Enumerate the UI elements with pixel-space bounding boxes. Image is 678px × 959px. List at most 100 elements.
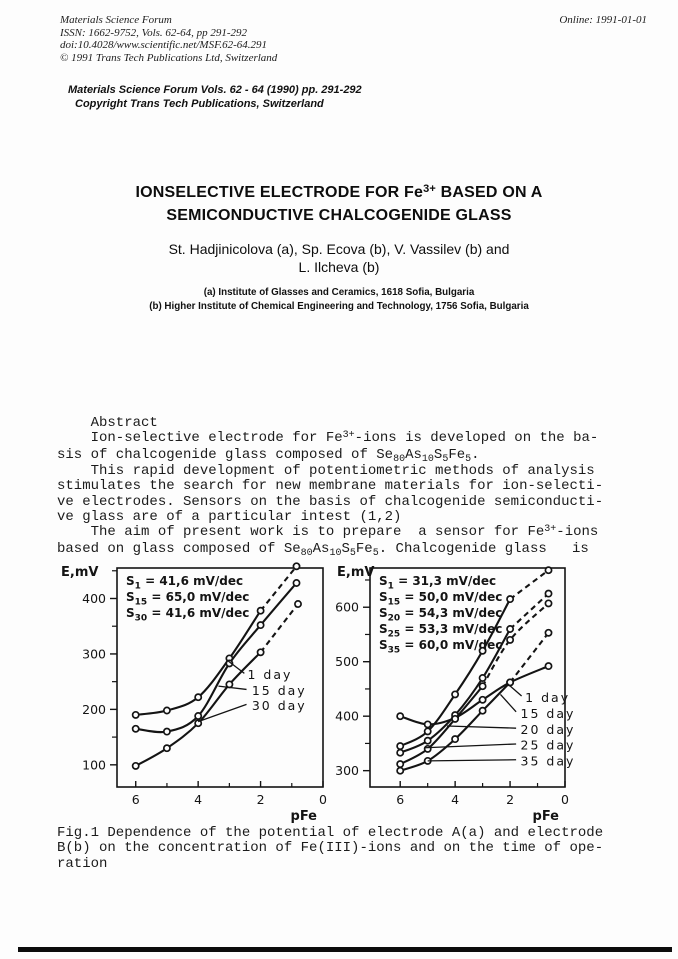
- text-line: ve electrodes. Sensors on the basis of c…: [57, 493, 604, 510]
- imprint-line-1: Materials Science Forum Vols. 62 - 64 (1…: [68, 84, 362, 96]
- series-20-day: [509, 592, 550, 630]
- curve-label: 20 day: [521, 722, 576, 737]
- x-axis-label: pFe: [291, 809, 318, 824]
- data-point: [451, 714, 460, 723]
- text-line: Ion-selective electrode for Fe3+-ions is…: [57, 430, 599, 447]
- curve-label: 15 day: [252, 683, 307, 698]
- data-point: [396, 760, 405, 769]
- series-1-day: [259, 565, 298, 612]
- data-point: [544, 599, 553, 608]
- affiliations-block: (a) Institute of Glasses and Ceramics, 1…: [0, 286, 678, 313]
- legend-entry: S1 = 31,3 mV/dec: [379, 574, 496, 592]
- data-point: [478, 695, 487, 704]
- imprint-block: Materials Science Forum Vols. 62 - 64 (1…: [68, 84, 362, 111]
- data-point: [506, 625, 515, 633]
- curve-label: 15 day: [521, 706, 576, 721]
- data-point: [544, 662, 553, 671]
- series-35-day: [509, 632, 550, 684]
- series-25-day: [399, 685, 484, 766]
- data-point: [194, 693, 203, 702]
- data-point: [423, 744, 432, 753]
- text-line: sis of chalcogenide glass composed of Se…: [57, 446, 480, 465]
- legend-entry: S25 = 53,3 mV/dec: [379, 622, 502, 640]
- doi-line: doi:10.4028/www.scientific.net/MSF.62-64…: [60, 39, 268, 52]
- affiliation-b: (b) Higher Institute of Chemical Enginee…: [149, 300, 529, 312]
- data-point: [256, 621, 265, 630]
- y-tick-label: 500: [335, 654, 359, 669]
- y-tick-label: 200: [82, 702, 106, 717]
- legend-entry: S15 = 50,0 mV/dec: [379, 590, 502, 608]
- text-line: ration: [57, 855, 108, 872]
- data-point: [478, 682, 487, 691]
- label-leader-line: [218, 685, 247, 691]
- series-15-day: [509, 569, 550, 600]
- x-axis-label: pFe: [533, 809, 560, 824]
- text-line: based on glass composed of Se80As10S5Fe5…: [57, 540, 589, 559]
- plot-frame: [369, 567, 566, 788]
- label-leader-line: [427, 759, 517, 762]
- label-leader-line: [506, 683, 523, 697]
- affiliation-a: (a) Institute of Glasses and Ceramics, 1…: [203, 287, 475, 298]
- y-tick-label: 400: [335, 709, 359, 724]
- label-leader-line: [225, 658, 245, 674]
- text-line: The aim of present work is to prepare a …: [57, 524, 599, 541]
- curve-label: 1 day: [525, 690, 570, 705]
- issn-line: ISSN: 1662-9752, Vols. 62-64, pp 291-292: [60, 26, 247, 39]
- authors-block: St. Hadjinicolova (a), Sp. Ecova (b), V.…: [0, 241, 678, 276]
- x-tick-label: 6: [396, 792, 404, 807]
- legend-entry: S35 = 60,0 mV/dec: [379, 638, 502, 656]
- series-25-day: [481, 602, 550, 687]
- text-line: ve glass are of a particular intest (1,2…: [57, 509, 402, 526]
- data-point: [131, 710, 140, 719]
- data-point: [506, 595, 515, 604]
- title-line-2: SEMICONDUCTIVE CHALCOGENIDE GLASS: [166, 207, 512, 224]
- data-point: [292, 562, 301, 571]
- article-title: IONSELECTIVE ELECTRODE FOR Fe3+ BASED ON…: [0, 182, 678, 226]
- label-leader-line: [197, 703, 247, 723]
- legend-entry: S30 = 41,6 mV/dec: [126, 606, 249, 624]
- legend-entry: S15 = 65,0 mV/dec: [126, 590, 249, 608]
- series-30-day: [135, 651, 262, 767]
- data-point: [256, 606, 265, 615]
- x-tick-label: 2: [257, 792, 265, 807]
- data-point: [131, 761, 140, 770]
- data-point: [423, 720, 432, 729]
- y-axis-label: E,mV: [61, 565, 98, 580]
- copyright-line: © 1991 Trans Tech Publications Ltd, Swit…: [60, 51, 278, 64]
- journal-name: Materials Science Forum: [60, 14, 172, 26]
- data-point: [451, 690, 460, 699]
- publication-metadata: Materials Science Forum ISSN: 1662-9752,…: [60, 14, 277, 64]
- x-tick-label: 6: [132, 792, 140, 807]
- y-axis-label: E,mV: [337, 565, 374, 580]
- data-point: [194, 712, 203, 720]
- x-tick-label: 0: [561, 792, 569, 807]
- imprint-line-2: Copyright Trans Tech Publications, Switz…: [75, 97, 324, 110]
- text-line: stimulates the search for new membrane m…: [57, 478, 604, 495]
- data-point: [478, 706, 487, 715]
- data-point: [544, 628, 553, 637]
- label-leader-line: [446, 725, 517, 729]
- y-tick-label: 300: [82, 646, 106, 661]
- x-tick-label: 4: [194, 792, 202, 807]
- curve-label: 1 day: [247, 667, 292, 682]
- legend-entry: S20 = 54,3 mV/dec: [379, 606, 502, 624]
- y-tick-label: 600: [335, 600, 359, 615]
- curve-label: 30 day: [252, 698, 307, 713]
- legend-entry: S1 = 41,6 mV/dec: [126, 574, 243, 592]
- x-tick-label: 4: [451, 792, 459, 807]
- data-point: [544, 566, 553, 575]
- plot-frame: [116, 567, 324, 788]
- scan-artifact-bar: [18, 947, 672, 952]
- x-tick-label: 0: [319, 792, 327, 807]
- x-tick-label: 2: [506, 792, 514, 807]
- figure-caption: Fig.1 Dependence of the potential of ele…: [57, 825, 603, 872]
- data-point: [423, 727, 432, 736]
- data-point: [225, 659, 234, 668]
- data-point: [396, 748, 405, 757]
- data-point: [478, 674, 487, 682]
- data-point: [294, 600, 302, 608]
- online-date: Online: 1991-01-01: [559, 14, 647, 26]
